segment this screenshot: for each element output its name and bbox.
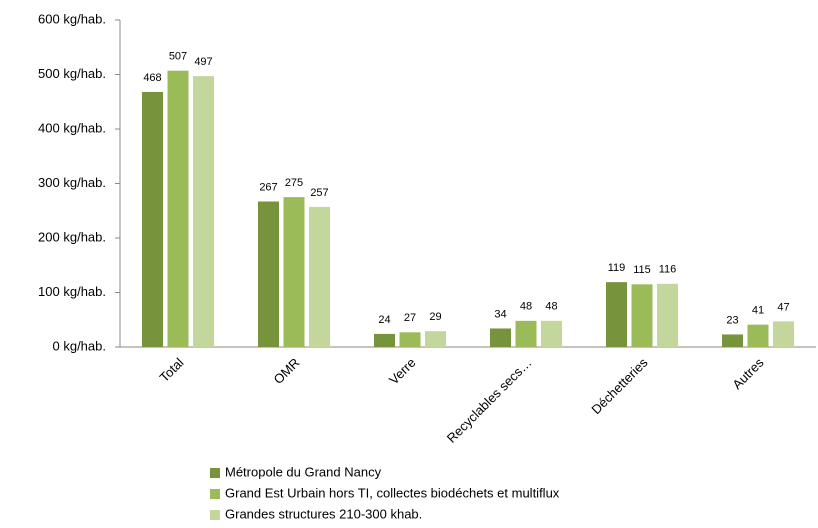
x-tick-label: Total [157,355,187,385]
data-label: 24 [378,314,390,326]
bar [722,334,743,347]
data-label: 41 [752,305,764,317]
bar [773,321,794,347]
bar [631,284,653,347]
bar [193,76,214,347]
x-tick-label: Déchetteries [588,355,651,418]
y-tick-label: 500 kg/hab. [38,66,106,81]
bar [399,332,421,347]
y-tick-label: 400 kg/hab. [38,120,106,135]
data-label: 23 [726,314,738,326]
data-label: 47 [777,301,789,313]
bar [515,320,537,347]
x-tick-label: OMR [270,355,302,387]
y-tick-label: 100 kg/hab. [38,284,106,299]
bar [142,91,163,347]
bar [167,70,189,347]
legend-label: Grand Est Urbain hors TI, collectes biod… [225,485,560,500]
bar [283,197,305,347]
bar [747,324,769,347]
bar [374,333,395,347]
legend-label: Grandes structures 210-300 khab. [225,506,422,521]
y-tick-label: 600 kg/hab. [38,11,106,26]
bar [541,320,562,347]
data-label: 116 [659,264,677,276]
data-label: 119 [608,262,626,274]
legend-swatch [210,489,220,499]
y-tick-label: 0 kg/hab. [53,338,107,353]
data-label: 275 [285,177,303,189]
x-tick-label: Autres [729,355,767,393]
data-label: 257 [310,187,328,199]
bar [657,283,678,347]
data-label: 29 [429,311,441,323]
y-tick-label: 300 kg/hab. [38,175,106,190]
data-label: 48 [520,301,532,313]
data-label: 468 [143,72,161,84]
data-label: 34 [494,308,506,320]
x-tick-label: Verre [386,355,419,388]
legend-swatch [210,468,220,478]
x-tick-label: Recyclables secs… [444,355,535,446]
y-tick-label: 200 kg/hab. [38,229,106,244]
data-label: 267 [259,181,277,193]
legend-swatch [210,510,220,520]
bar [606,282,627,347]
data-label: 115 [633,264,651,276]
bar [425,331,446,347]
bar [258,201,279,347]
bar [490,328,511,347]
data-label: 48 [545,301,557,313]
data-label: 507 [169,51,187,63]
data-label: 27 [404,312,416,324]
legend-label: Métropole du Grand Nancy [225,464,382,479]
data-label: 497 [194,56,212,68]
bar [309,206,330,347]
